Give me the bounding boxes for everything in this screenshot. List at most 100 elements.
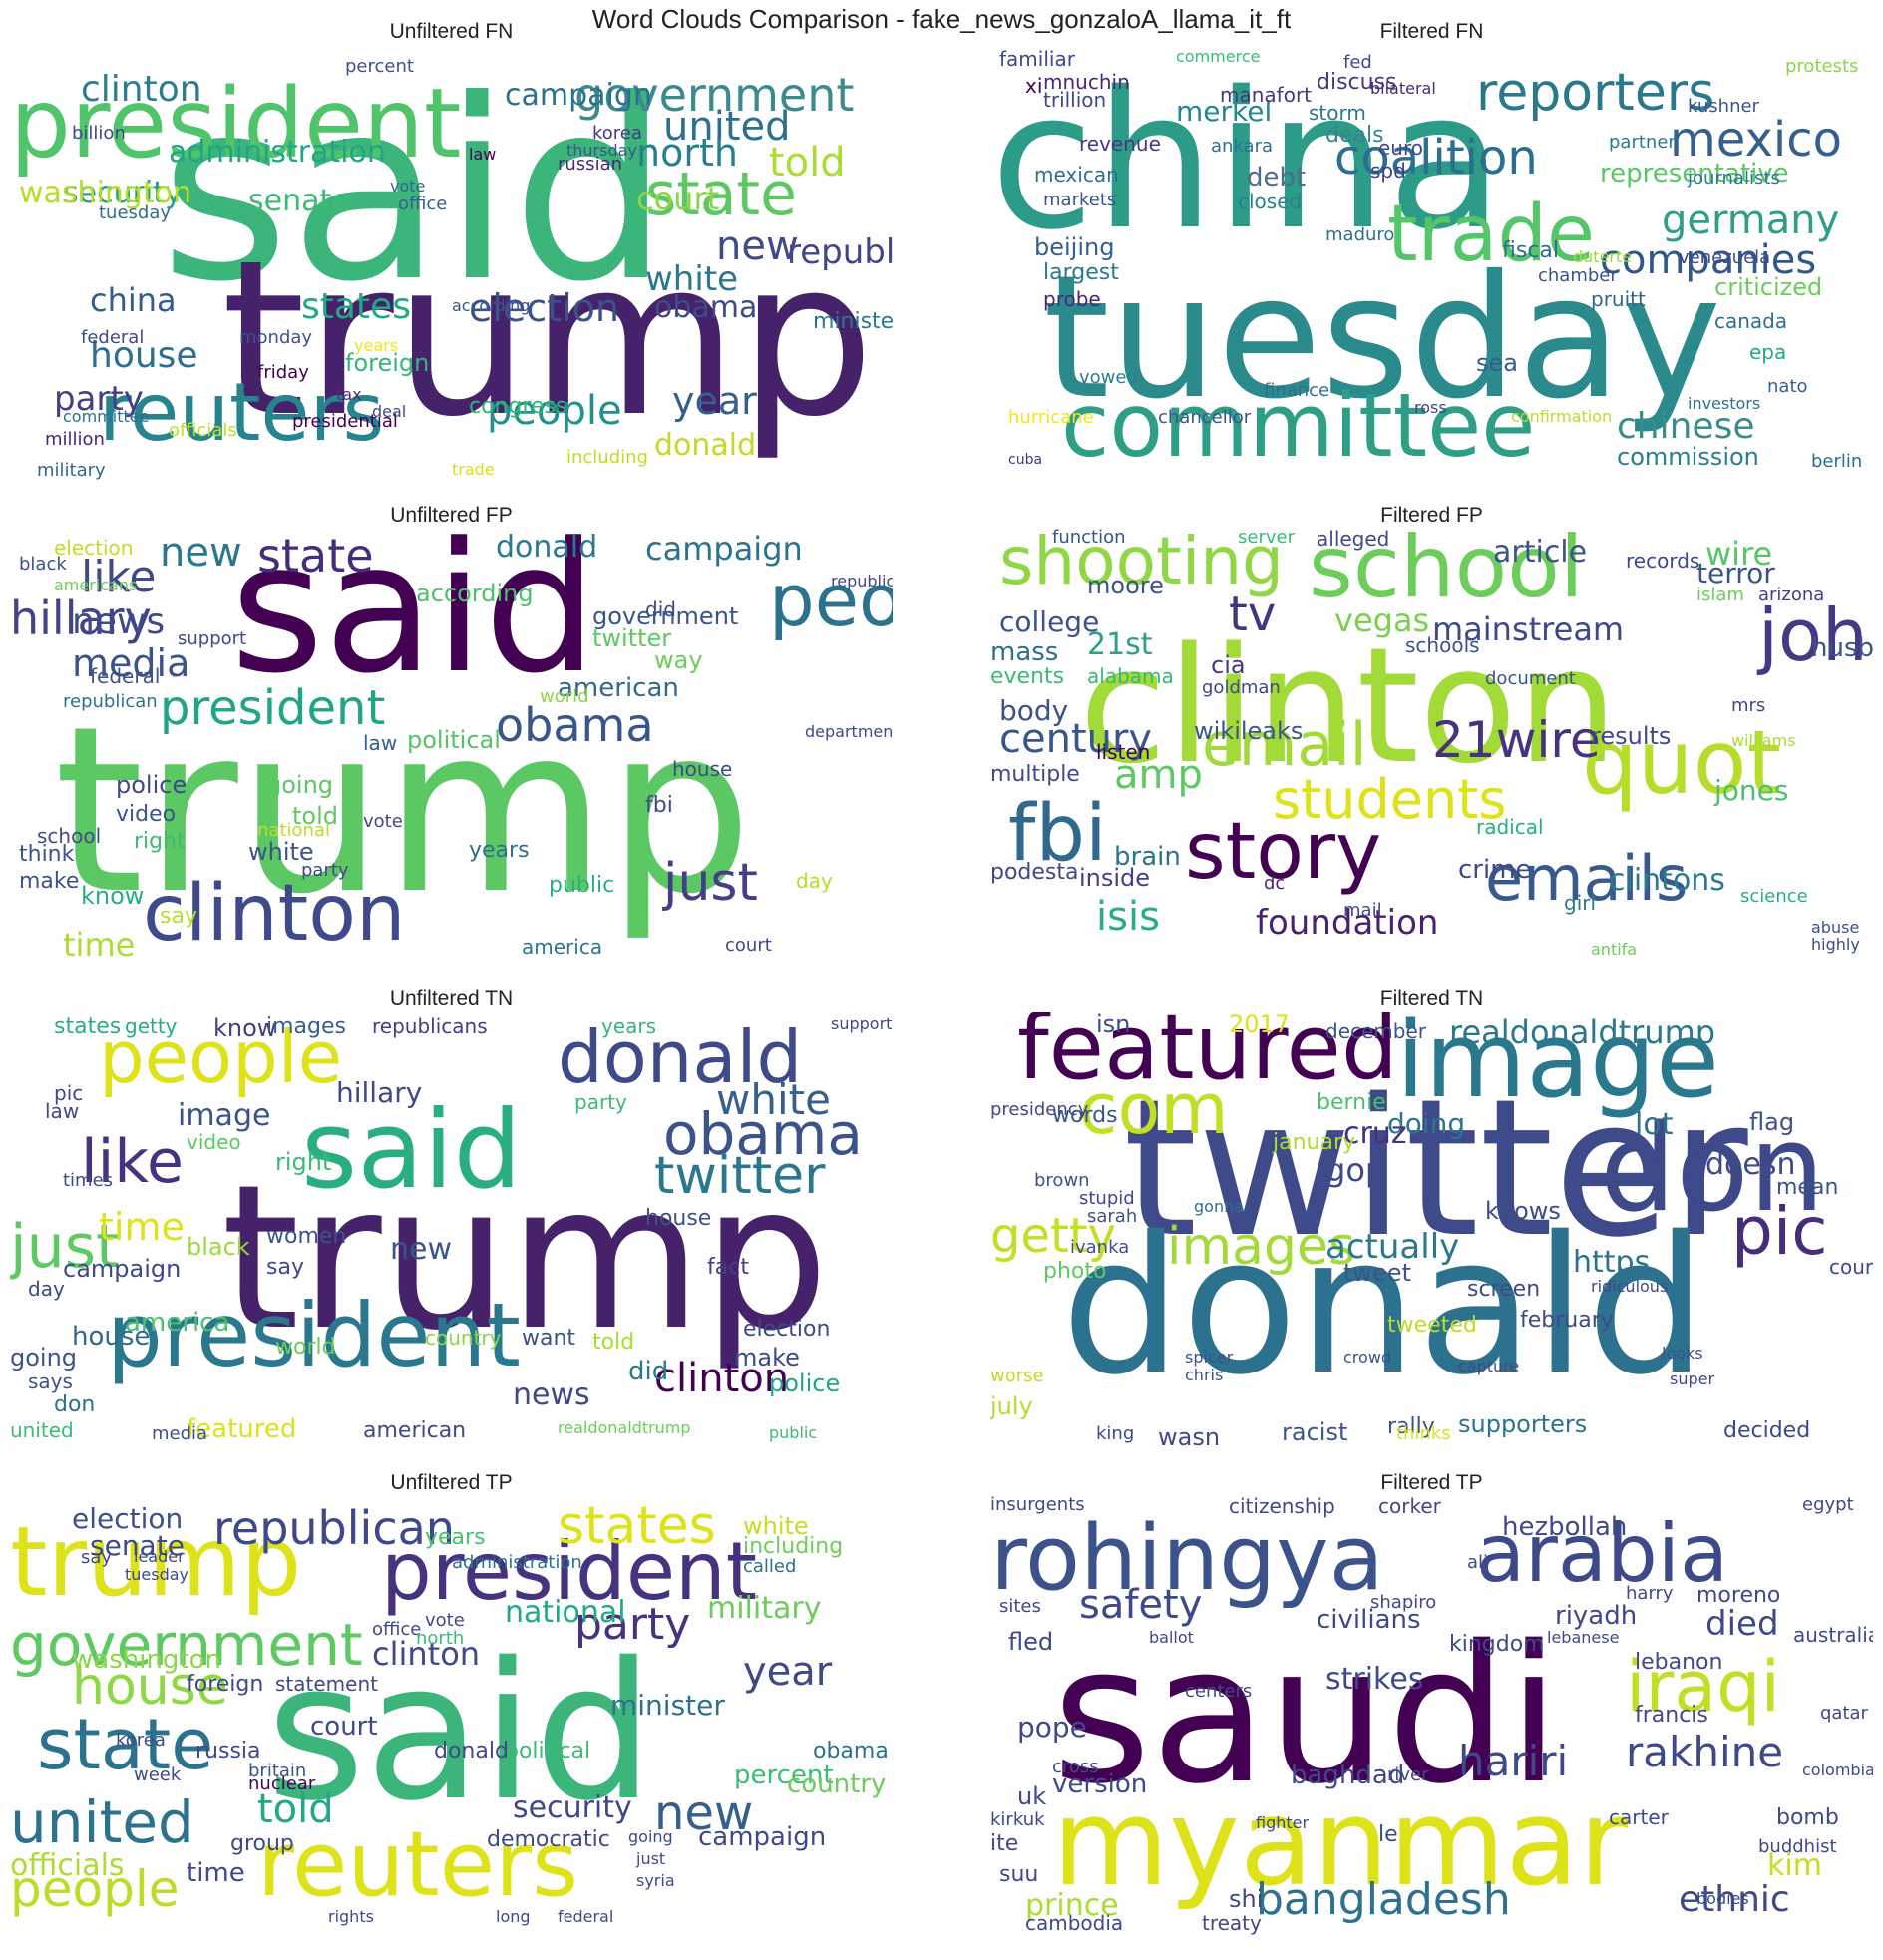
cloud-word: investors <box>1688 394 1761 413</box>
cloud-word: federal <box>90 664 161 688</box>
cloud-word: course <box>1829 1255 1873 1279</box>
cloud-word: words <box>1052 1103 1118 1128</box>
cloud-word: democratic <box>487 1827 610 1852</box>
cloud-word: said <box>160 46 670 336</box>
cloud-word: government <box>574 68 855 122</box>
cloud-word: said <box>266 1622 654 1842</box>
cloud-word: getty <box>990 1208 1117 1264</box>
cloud-word: brown <box>1034 1170 1090 1191</box>
cloud-word: say <box>81 1547 113 1568</box>
cloud-word: republican <box>63 691 158 712</box>
cloud-word: fact <box>707 1255 749 1280</box>
cloud-word: twitter <box>592 624 672 652</box>
cloud-word: party <box>574 1090 627 1114</box>
cloud-word: friday <box>257 362 309 383</box>
cloud-word: fbi <box>645 793 673 818</box>
cloud-word: journalists <box>1688 168 1780 189</box>
cloud-word: white <box>645 259 739 299</box>
cloud-word: presidency <box>990 1099 1089 1120</box>
cloud-word: white <box>248 838 314 866</box>
cloud-word: safety <box>1079 1582 1203 1628</box>
cloud-word: clinton <box>143 869 406 959</box>
cloud-word: harry <box>1626 1583 1674 1604</box>
cloud-word: video <box>187 1130 241 1154</box>
cloud-word: pic <box>54 1081 84 1105</box>
cloud-word: shooting <box>999 529 1284 599</box>
cloud-word: north <box>636 131 738 175</box>
panel-title: Filtered TP <box>1380 1471 1483 1494</box>
cloud-word: people <box>99 1015 343 1099</box>
cloud-word: hurricane <box>1008 407 1094 428</box>
cloud-word: antifa <box>1591 940 1638 959</box>
cloud-word: spd <box>1370 159 1406 183</box>
cloud-word: body <box>999 694 1069 727</box>
cloud-word: time <box>99 1205 185 1249</box>
cloud-word: doing <box>1387 1107 1466 1140</box>
cloud-word: xi <box>1025 74 1043 98</box>
cloud-word: suu <box>999 1862 1039 1887</box>
cloud-word: washington <box>72 1645 222 1675</box>
cloud-word: markets <box>1043 190 1117 210</box>
cloud-word: https <box>1573 1245 1651 1280</box>
word-cloud-panel: china tuesday committee trade coalition repor… <box>990 45 1873 489</box>
cloud-word: called <box>743 1556 797 1577</box>
cloud-word: kim <box>1767 1848 1822 1883</box>
cloud-word: including <box>743 1534 844 1559</box>
cloud-word: screen <box>1467 1277 1541 1302</box>
cloud-word: women <box>266 1224 347 1249</box>
cloud-word: obama <box>813 1739 889 1764</box>
cloud-word: chris <box>1185 1366 1224 1384</box>
cloud-word: prince <box>1025 1888 1119 1923</box>
cloud-word: statement <box>275 1672 378 1696</box>
cloud-word: president <box>160 680 386 736</box>
cloud-word: deals <box>1325 123 1384 148</box>
cloud-word: vote <box>390 177 426 196</box>
cloud-word: tweeted <box>1387 1313 1477 1338</box>
cloud-word: thinks <box>1396 1423 1451 1444</box>
cloud-word: beijing <box>1034 233 1115 261</box>
cloud-word: police <box>116 771 188 799</box>
cloud-word: minister <box>610 1689 725 1722</box>
cloud-word: states <box>54 1014 122 1039</box>
cloud-word: donald <box>558 1015 803 1099</box>
cloud-word: closed <box>1238 190 1303 213</box>
cloud-word: arabia <box>1476 1507 1728 1600</box>
cloud-word: clinton <box>81 69 202 110</box>
cloud-word: 2017 <box>1229 1012 1291 1038</box>
cloud-word: say <box>160 904 197 929</box>
cloud-word: spicer <box>1185 1348 1234 1367</box>
cloud-word: uk <box>1017 1782 1047 1810</box>
cloud-word: shapiro <box>1370 1592 1437 1613</box>
cloud-word: trillion <box>1043 88 1107 112</box>
cloud-word: qatar <box>1820 1703 1868 1724</box>
cloud-word: election <box>72 1502 184 1535</box>
cloud-word: senate <box>90 1529 185 1562</box>
cloud-word: state <box>257 529 374 583</box>
cloud-word: rights <box>328 1907 374 1926</box>
cloud-word: going <box>10 1344 78 1372</box>
cloud-word: minister <box>813 309 893 334</box>
cloud-word: discuss <box>1317 70 1397 95</box>
cloud-word: know <box>81 882 145 910</box>
cloud-word: political <box>505 1739 591 1764</box>
cloud-word: sites <box>999 1596 1041 1617</box>
cloud-word: cross <box>1052 1757 1099 1777</box>
cloud-word: campaign <box>645 530 803 568</box>
cloud-word: treaty <box>1202 1911 1262 1935</box>
cloud-word: mexican <box>1034 163 1119 187</box>
cloud-word: getty <box>125 1014 178 1038</box>
cloud-word: right <box>275 1148 332 1176</box>
cloud-word: black <box>187 1233 250 1261</box>
cloud-word: election <box>469 286 619 330</box>
cloud-word: clinton <box>1079 612 1619 799</box>
cloud-word: think <box>19 842 75 867</box>
cloud-word: bernie <box>1317 1090 1386 1115</box>
cloud-word: partner <box>1609 132 1676 153</box>
cloud-word: public <box>549 873 615 898</box>
cloud-word: law <box>45 1099 80 1123</box>
cloud-word: companies <box>1600 237 1817 283</box>
cloud-word: hezbollah <box>1502 1512 1628 1542</box>
panel-title: Unfiltered FP <box>390 504 513 527</box>
cloud-word: says <box>28 1370 73 1393</box>
